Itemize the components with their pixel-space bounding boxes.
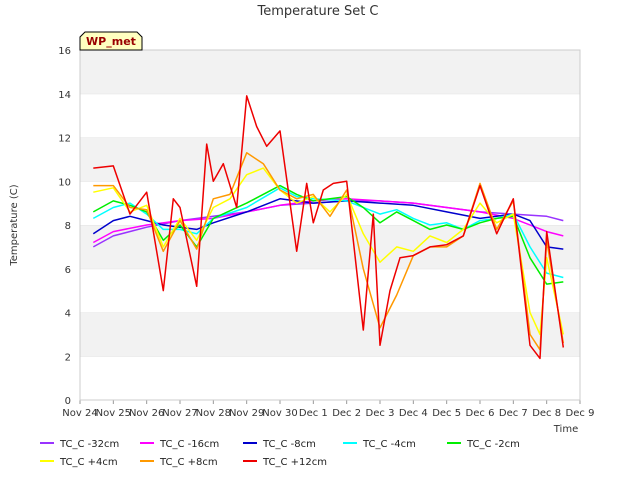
y-tick-label: 8 — [65, 221, 71, 232]
x-tick-label: Dec 5 — [432, 408, 461, 419]
plot-border — [79, 49, 581, 401]
x-tick-label: Nov 24 — [62, 408, 97, 419]
legend-label: TC_C -2cm — [466, 439, 520, 450]
grid-band — [80, 356, 580, 400]
x-tick-label: Nov 27 — [162, 408, 197, 419]
x-tick-label: Nov 25 — [96, 408, 131, 419]
legend-label: TC_C +8cm — [159, 457, 218, 468]
y-tick-label: 2 — [65, 352, 71, 363]
y-tick-label: 16 — [58, 46, 71, 57]
legend-label: TC_C -4cm — [362, 439, 416, 450]
grid-band — [80, 312, 580, 357]
y-tick-label: 4 — [65, 309, 71, 320]
legend-label: TC_C -32cm — [59, 439, 119, 450]
x-tick-label: Dec 3 — [366, 408, 395, 419]
series-line-8 — [93, 95, 565, 360]
series-line-7 — [93, 152, 565, 351]
grid-band — [80, 137, 580, 182]
legend-entry: TC_C +8cm — [140, 457, 218, 468]
y-axis-ticks: 0 2 4 6 8 10 12 14 16 — [58, 46, 71, 407]
x-tick-label: Nov 29 — [229, 408, 264, 419]
legend-label: TC_C -8cm — [262, 439, 316, 450]
y-tick-label: 0 — [65, 396, 71, 407]
legend-entry: TC_C -32cm — [40, 439, 119, 450]
legend-entry: TC_C -4cm — [343, 439, 416, 450]
y-axis-title: Temperature (C) — [9, 184, 20, 266]
x-tick-label: Dec 2 — [332, 408, 361, 419]
x-tick-label: Dec 8 — [532, 408, 561, 419]
x-tick-label: Nov 26 — [129, 408, 164, 419]
x-axis-title: Time — [553, 424, 578, 435]
y-tick-label: 14 — [58, 90, 71, 101]
legend-entry: TC_C +12cm — [243, 457, 327, 468]
legend: TC_C -32cm TC_C -16cm TC_C -8cm TC_C -4cm TC… — [40, 439, 520, 468]
site-badge: WP_met — [79, 31, 143, 51]
legend-entry: TC_C +4cm — [40, 457, 118, 468]
legend-entry: TC_C -8cm — [243, 439, 316, 450]
legend-entry: TC_C -2cm — [447, 439, 520, 450]
badge-label: WP_met — [86, 35, 136, 48]
y-tick-label: 12 — [58, 134, 71, 145]
y-tick-label: 10 — [58, 177, 71, 188]
legend-label: TC_C +12cm — [262, 457, 327, 468]
grid-band — [80, 93, 580, 138]
x-tick-label: Dec 4 — [399, 408, 428, 419]
x-tick-label: Nov 28 — [196, 408, 231, 419]
legend-label: TC_C +4cm — [59, 457, 118, 468]
legend-entry: TC_C -16cm — [140, 439, 219, 450]
x-tick-label: Nov 30 — [262, 408, 297, 419]
x-tick-label: Dec 6 — [466, 408, 495, 419]
y-tick-label: 6 — [65, 265, 71, 276]
grid-band — [80, 50, 580, 94]
badge-box — [79, 31, 143, 51]
legend-label: TC_C -16cm — [159, 439, 219, 450]
grid-band — [80, 268, 580, 313]
chart-title: Temperature Set C — [256, 4, 378, 19]
x-tick-label: Dec 1 — [299, 408, 328, 419]
x-tick-label: Dec 9 — [566, 408, 595, 419]
series-lines — [92, 95, 565, 360]
x-tick-label: Dec 7 — [499, 408, 528, 419]
